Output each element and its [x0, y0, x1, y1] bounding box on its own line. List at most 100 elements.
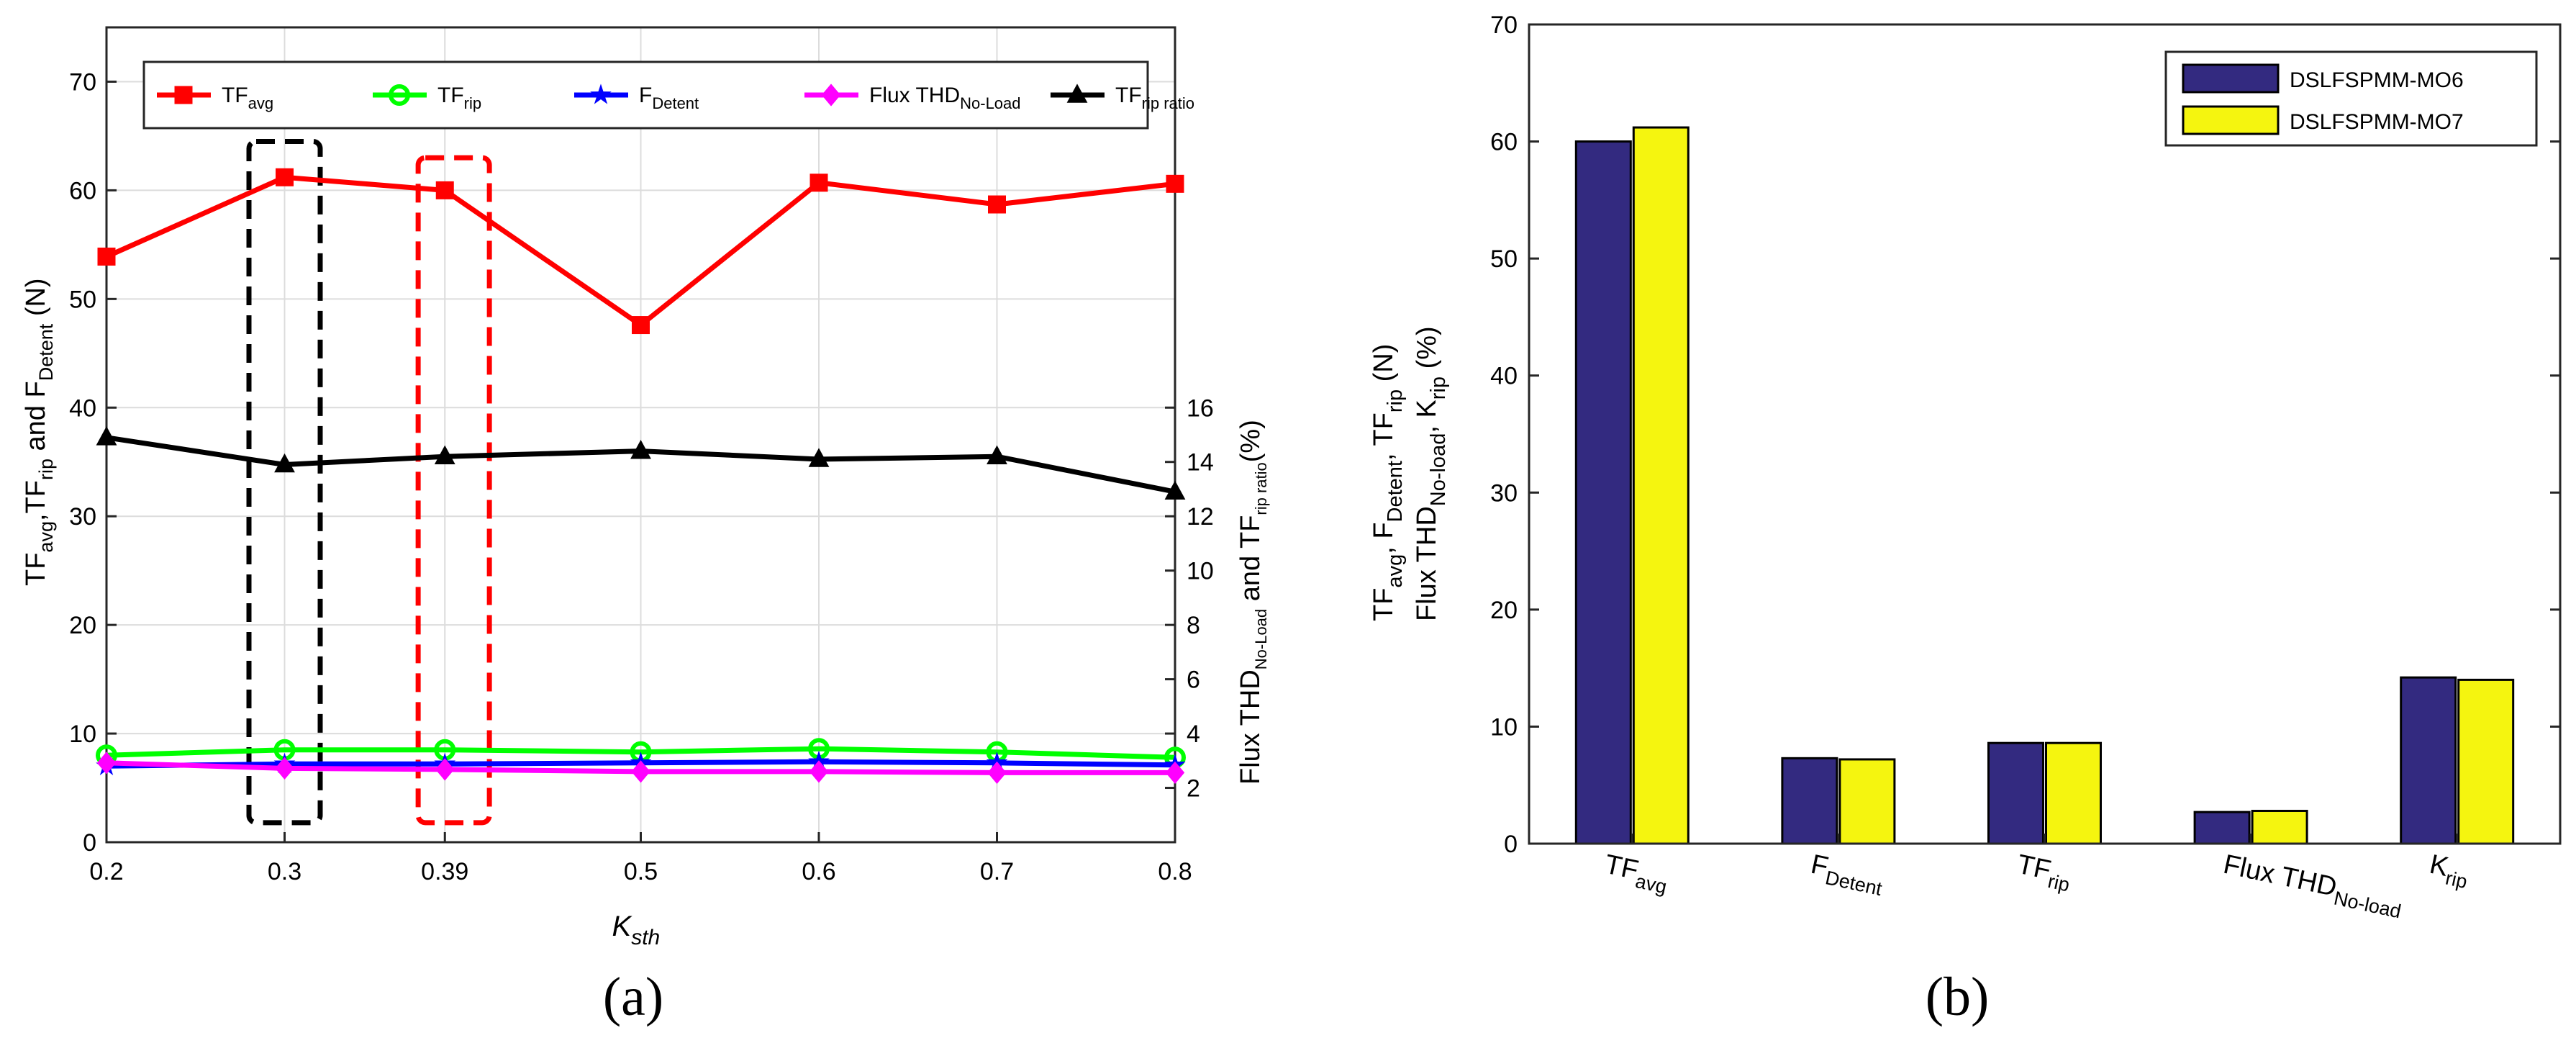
series-3-point: [1165, 761, 1185, 785]
y2-tick-label: 10: [1187, 558, 1214, 585]
y-tick-label: 10: [69, 721, 96, 748]
legend-a-name: Flux THD: [869, 84, 960, 107]
y2-tick-label: 12: [1187, 503, 1214, 531]
y2-tick-label: 16: [1187, 394, 1214, 422]
legend-a-name: TF: [1115, 84, 1142, 107]
highlight-box-1: [415, 155, 492, 826]
legend-a-name: TF: [437, 84, 464, 107]
y-tick-label-b: 20: [1490, 597, 1518, 624]
legend-b-swatch-0: [2182, 63, 2280, 94]
series-0-point: [276, 168, 294, 186]
y-tick-label: 0: [83, 829, 96, 857]
y-axis-label-part: ,TF: [21, 480, 51, 521]
panel-label-a: (a): [603, 967, 663, 1027]
y-axis-label-b-line1-part: (N): [1369, 344, 1399, 389]
y-axis-label-b-line1-part: rip: [1384, 389, 1407, 412]
y-tick-label: 50: [69, 286, 96, 313]
bar-mo7-1: [1838, 758, 1896, 845]
y-tick-label-b: 10: [1490, 713, 1518, 741]
series-3-point: [96, 752, 117, 775]
y-axis-label-b-line2-part: No-load: [1427, 433, 1450, 507]
legend-a-entry-0: TFavg: [222, 84, 273, 112]
x-tick-label: 0.8: [1158, 858, 1192, 885]
y2-tick-label: 14: [1187, 449, 1214, 477]
x-tick-label: 0.7: [980, 858, 1014, 885]
legend-b-label-0: DSLFSPMM-MO6: [2290, 68, 2464, 92]
y-axis-label-b-line1-part: Detent: [1384, 461, 1407, 522]
bar-mo7-3: [2251, 809, 2308, 845]
y-tick-label-b: 50: [1490, 245, 1518, 273]
x-tick-label: 0.5: [624, 858, 658, 885]
x-tick-label: 0.3: [268, 858, 301, 885]
y-tick-label: 20: [69, 612, 96, 639]
y-axis-label-part: avg: [35, 521, 57, 553]
x-category-label-0: TFavg: [1601, 849, 1672, 898]
legend-a-marker-1: [389, 84, 410, 106]
legend-a-name-sub: rip: [464, 94, 481, 112]
y2-tick-label: 8: [1187, 612, 1200, 639]
x-axis-label-main: K: [612, 911, 633, 942]
bar-mo6-4: [2400, 676, 2457, 845]
y-axis-label-b-line2-part: rip: [1427, 376, 1450, 400]
y-axis-label-part: rip: [35, 459, 57, 480]
y-tick-label-b: 30: [1490, 479, 1518, 507]
y-tick-label: 30: [69, 503, 96, 531]
legend-a-marker-4: [1066, 84, 1088, 103]
series-4-point: [96, 426, 117, 446]
y2-axis-label-part: and TF: [1235, 515, 1266, 609]
x-axis-label-sub: sth: [631, 926, 660, 949]
series-0-point: [435, 181, 454, 199]
legend-a-entry-3: Flux THDNo-Load: [869, 84, 1021, 112]
y-axis-label-part: Detent: [35, 323, 57, 381]
x-tick-label: 0.2: [89, 858, 123, 885]
legend-b-swatch-1: [2182, 105, 2280, 135]
legend-a-entry-4: TFrip ratio: [1115, 84, 1194, 112]
y2-axis-label-part: Flux THD: [1235, 669, 1266, 785]
y-axis-label-part: TF: [21, 553, 51, 586]
x-category-label-2-part: TF: [2015, 849, 2054, 886]
bar-mo7-0: [1632, 126, 1690, 845]
y2-tick-label: 4: [1187, 721, 1200, 748]
series-4-point: [808, 448, 830, 467]
y-axis-label-part: (N): [21, 278, 51, 323]
bar-mo6-0: [1574, 140, 1632, 845]
series-3-point: [631, 760, 650, 783]
legend-a-name-sub: No-Load: [960, 94, 1020, 112]
y-axis-label-b-line2-part: , K: [1412, 400, 1442, 433]
y2-axis-label: Flux THDNo-Load and TFrip ratio(%): [1235, 420, 1270, 785]
series-4-point: [434, 445, 455, 464]
series-0-point: [97, 247, 116, 266]
y2-axis-label-part: No-Load: [1252, 609, 1270, 669]
legend-a-name: F: [639, 84, 652, 107]
legend-b-label-1: DSLFSPMM-MO7: [2290, 110, 2464, 134]
y-tick-label: 70: [69, 68, 96, 96]
legend-a-marker-0: [174, 86, 193, 104]
y2-tick-label: 6: [1187, 667, 1200, 694]
x-category-label-2: TFrip: [2013, 849, 2074, 896]
y-axis-label-b-line1-part: , TF: [1369, 412, 1399, 461]
y-axis-label-part: and F: [21, 381, 51, 459]
y-axis-label-b-line1-part: TF: [1369, 588, 1399, 621]
plot-area-b: [1529, 24, 2560, 844]
panel-label-b: (b): [1926, 967, 1990, 1027]
bar-mo6-1: [1781, 757, 1838, 845]
y-tick-label-b: 0: [1504, 831, 1518, 858]
series-3-point: [987, 761, 1007, 785]
x-category-label-1: FDetent: [1807, 849, 1887, 900]
x-category-label-3-part: No-load: [2332, 888, 2403, 923]
y-tick-label: 40: [69, 394, 96, 422]
y-axis-label-b-line1: TFavg, FDetent, TFrip (N): [1369, 344, 1407, 621]
x-category-label-0-part: avg: [1633, 870, 1669, 898]
y-tick-label: 60: [69, 177, 96, 204]
line-chart-panel-a: 0 10 20 30 40 50 60 70 2 4 6 8 10 12 14 16 0.2 0.3 0.39 0.5…: [21, 26, 1270, 1027]
series-4-point: [630, 440, 651, 459]
legend-a-name: TF: [222, 84, 248, 107]
bar-mo6-3: [2193, 811, 2251, 845]
x-category-label-3: Flux THDNo-load: [2220, 849, 2406, 923]
x-category-label-4-part: rip: [2444, 867, 2470, 893]
y-tick-label-b: 60: [1490, 129, 1518, 156]
legend-a-name-sub: Detent: [652, 94, 699, 112]
legend-a: [142, 60, 1149, 130]
x-tick-label: 0.6: [802, 858, 835, 885]
